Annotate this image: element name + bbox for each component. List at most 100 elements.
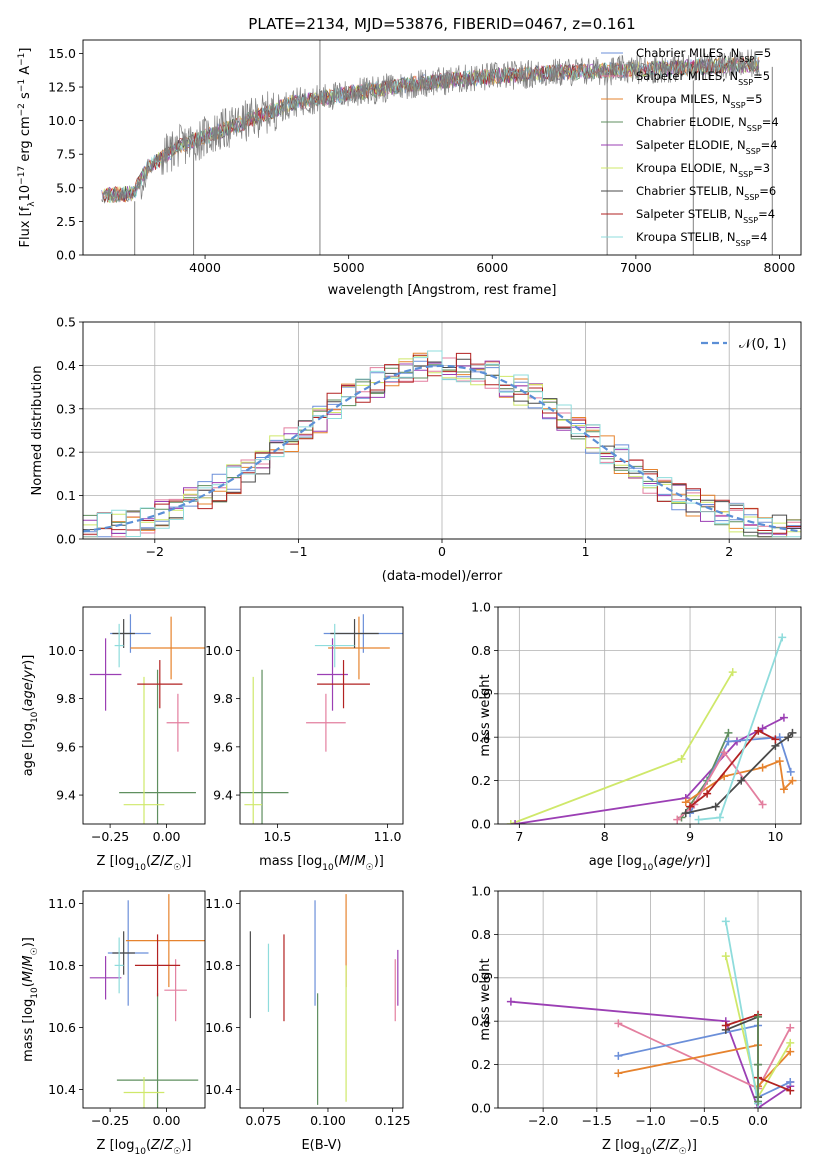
y-tick-label: 11.0: [48, 896, 76, 911]
weight-point-marker: [703, 789, 712, 798]
label-part: (: [21, 707, 36, 712]
weight-point-marker: [758, 800, 767, 809]
spectrum-panel: 4000 5000 6000 7000 8000 0.0 2.5 5.0 7.5 10.0 12.5…: [17, 39, 802, 298]
x-tick-label: 11.0: [374, 829, 402, 844]
legend-label-count: =6: [759, 184, 776, 198]
label-part: −1: [17, 79, 27, 92]
observed-spectrum-line: [101, 49, 760, 203]
label-part: 10: [18, 185, 33, 202]
weight-lines: [506, 917, 795, 1108]
weight-point-marker: [724, 728, 733, 737]
x-tick-label: 0.075: [245, 1113, 281, 1128]
label-part: Z: [669, 1138, 680, 1153]
label-part: 10: [30, 711, 40, 723]
weight-point-marker: [754, 726, 763, 735]
x-tick-label: −0.25: [91, 1113, 129, 1128]
y-tick-label: 11.0: [205, 896, 233, 911]
label-part: (data-model)/error: [382, 569, 503, 584]
weight-point-marker: [754, 1012, 763, 1021]
legend-label-sub: SSP: [744, 193, 759, 202]
weight-point-marker: [724, 737, 733, 746]
weight-point-marker: [754, 1060, 763, 1069]
x-axis-label: Z [log10(Z/Z☉)]: [97, 854, 192, 873]
label-part: yr: [686, 854, 702, 869]
legend-label: Chabrier ELODIE, NSSP=4: [636, 115, 779, 133]
legend-label-text: Salpeter STELIB, N: [636, 207, 743, 221]
x-tick-label: 0.100: [310, 1113, 346, 1128]
legend-label-count: =5: [746, 92, 763, 106]
legend-label: Chabrier MILES, NSSP=5: [636, 46, 771, 64]
weight-point-marker: [786, 1038, 795, 1047]
y-tick-label: 0.4: [471, 730, 491, 745]
label-part: M: [339, 854, 350, 869]
weight-point-marker: [614, 1051, 623, 1060]
y-tick-label: 10.6: [48, 1020, 76, 1035]
axes-frame: [497, 890, 802, 1109]
label-part: /: [21, 677, 36, 682]
label-part: age [log: [21, 723, 36, 776]
weight-point-marker: [788, 776, 797, 785]
weight-point-marker: [786, 1077, 795, 1086]
legend-label-sub: SSP: [738, 170, 753, 179]
weight-point-marker: [721, 917, 730, 926]
legend-label-text: Salpeter MILES, N: [636, 69, 738, 83]
x-tick-label: −1: [289, 544, 307, 559]
weight-point-marker: [771, 735, 780, 744]
legend-label-sub: SSP: [739, 55, 754, 64]
weight-point-marker: [728, 668, 737, 677]
label-part: Z [log: [97, 1138, 135, 1153]
mass-vs-EBV-panel: 0.075 0.100 0.125 10.4 10.6 10.8 11.0 E(B-V): [205, 890, 411, 1153]
y-tick-label: 0.2: [471, 1057, 491, 1072]
label-part: mass weight: [478, 958, 493, 1040]
legend-label-sub: SSP: [738, 78, 753, 87]
weight-point-marker: [778, 633, 787, 642]
axes-frame: [239, 606, 404, 825]
label-part: )]: [181, 1138, 191, 1153]
y-axis-label: mass weight: [478, 958, 493, 1040]
x-tick-label: 9: [686, 829, 694, 844]
label-part: wavelength [Angstrom, rest frame]: [328, 283, 557, 298]
label-part: E(B-V): [301, 1138, 341, 1153]
x-tick-label: 10: [767, 829, 783, 844]
label-part: )]: [21, 937, 36, 947]
errorbars: [89, 614, 205, 824]
label-part: (: [146, 1138, 151, 1153]
x-tick-label: 8: [601, 829, 609, 844]
weight-point-marker: [779, 785, 788, 794]
y-tick-label: 0.0: [56, 248, 76, 263]
y-tick-label: 2.5: [56, 214, 76, 229]
label-part: Flux [f: [18, 206, 33, 247]
y-axis-label: mass [log10(M/M☉)]: [21, 937, 40, 1062]
label-part: −2: [17, 103, 27, 116]
y-tick-label: 9.8: [213, 691, 233, 706]
x-tick-label: 0: [438, 544, 446, 559]
label-part: mass [log: [21, 999, 36, 1062]
label-part: mass [log: [259, 854, 322, 869]
x-tick-label: 8000: [764, 260, 796, 275]
label-part: 10: [640, 1147, 652, 1157]
legend-label: Salpeter STELIB, NSSP=4: [636, 207, 775, 225]
label-part: ☉: [173, 1147, 181, 1157]
y-tick-label: 0.2: [56, 445, 76, 460]
label-part: 10: [30, 987, 40, 999]
weight-point-marker: [694, 815, 703, 824]
legend-label: Chabrier STELIB, NSSP=6: [636, 184, 776, 202]
axes-frame: [239, 890, 404, 1109]
figure-title: PLATE=2134, MJD=53876, FIBERID=0467, z=0…: [248, 15, 635, 33]
legend-label-text: Salpeter ELODIE, N: [636, 138, 746, 152]
legend-label-sub: SSP: [746, 147, 761, 156]
label-part: /: [683, 854, 688, 869]
y-tick-label: 0.1: [56, 488, 76, 503]
errorbars: [240, 614, 403, 824]
label-part: λ: [27, 201, 37, 207]
y-tick-label: 0.0: [56, 532, 76, 547]
y-tick-label: 10.6: [205, 1020, 233, 1035]
label-part: Z: [150, 1138, 161, 1153]
y-tick-label: 0.4: [56, 358, 76, 373]
errorbars: [89, 894, 205, 1108]
label-part: )]: [181, 854, 191, 869]
x-tick-label: −1.0: [635, 1113, 665, 1128]
weight-point-marker: [711, 802, 720, 811]
